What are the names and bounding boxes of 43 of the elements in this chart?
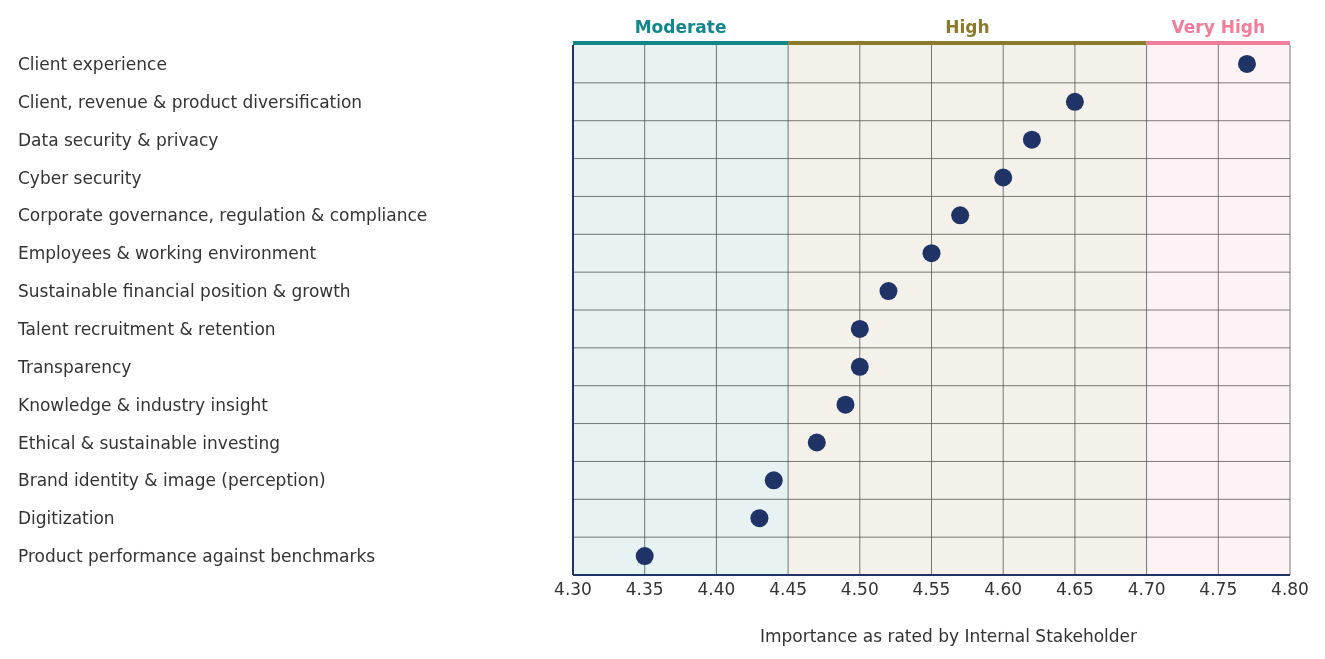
x-tick-label: 4.50: [840, 579, 879, 600]
point: [1022, 130, 1041, 149]
x-tick-label: 4.55: [912, 579, 951, 600]
y-tick-label: Knowledge & industry insight: [18, 394, 269, 415]
x-axis-title: Importance as rated by Internal Stakeholder: [759, 626, 1138, 646]
y-tick-label: Corporate governance, regulation & compliance: [18, 205, 428, 226]
y-tick-label: Digitization: [18, 508, 115, 529]
point: [879, 282, 898, 301]
point: [922, 244, 941, 263]
x-tick-label: 4.75: [1199, 579, 1238, 600]
point: [850, 357, 869, 376]
point: [994, 168, 1013, 187]
y-tick-label: Client experience: [18, 53, 167, 74]
point: [635, 547, 654, 566]
y-tick-label: Sustainable financial position & growth: [18, 281, 351, 302]
x-tick-label: 4.80: [1271, 579, 1309, 600]
point: [807, 433, 826, 452]
point: [750, 509, 769, 528]
point: [850, 319, 869, 338]
x-tick-label: 4.65: [1055, 579, 1094, 600]
point: [951, 206, 970, 225]
y-tick-label: Product performance against benchmarks: [18, 546, 376, 567]
point: [1237, 54, 1256, 73]
band-label: Moderate: [634, 17, 727, 37]
x-tick-label: 4.30: [554, 579, 592, 600]
point: [764, 471, 783, 490]
x-tick-label: 4.40: [697, 579, 736, 600]
y-tick-label: Brand identity & image (perception): [18, 470, 326, 491]
y-tick-label: Transparency: [17, 356, 132, 377]
x-tick-label: 4.60: [984, 579, 1023, 600]
x-tick-label: 4.45: [769, 579, 808, 600]
band-label: Very High: [1171, 17, 1266, 37]
y-tick-label: Data security & privacy: [18, 129, 219, 150]
y-tick-label: Cyber security: [18, 167, 142, 188]
band-label: High: [945, 17, 990, 37]
point: [836, 395, 855, 414]
y-tick-label: Ethical & sustainable investing: [18, 432, 281, 453]
x-tick-label: 4.70: [1127, 579, 1166, 600]
y-tick-label: Client, revenue & product diversification: [18, 91, 363, 112]
x-tick-label: 4.35: [625, 579, 664, 600]
point: [1065, 92, 1084, 111]
y-tick-label: Employees & working environment: [18, 243, 317, 264]
y-tick-label: Talent recruitment & retention: [17, 318, 276, 339]
